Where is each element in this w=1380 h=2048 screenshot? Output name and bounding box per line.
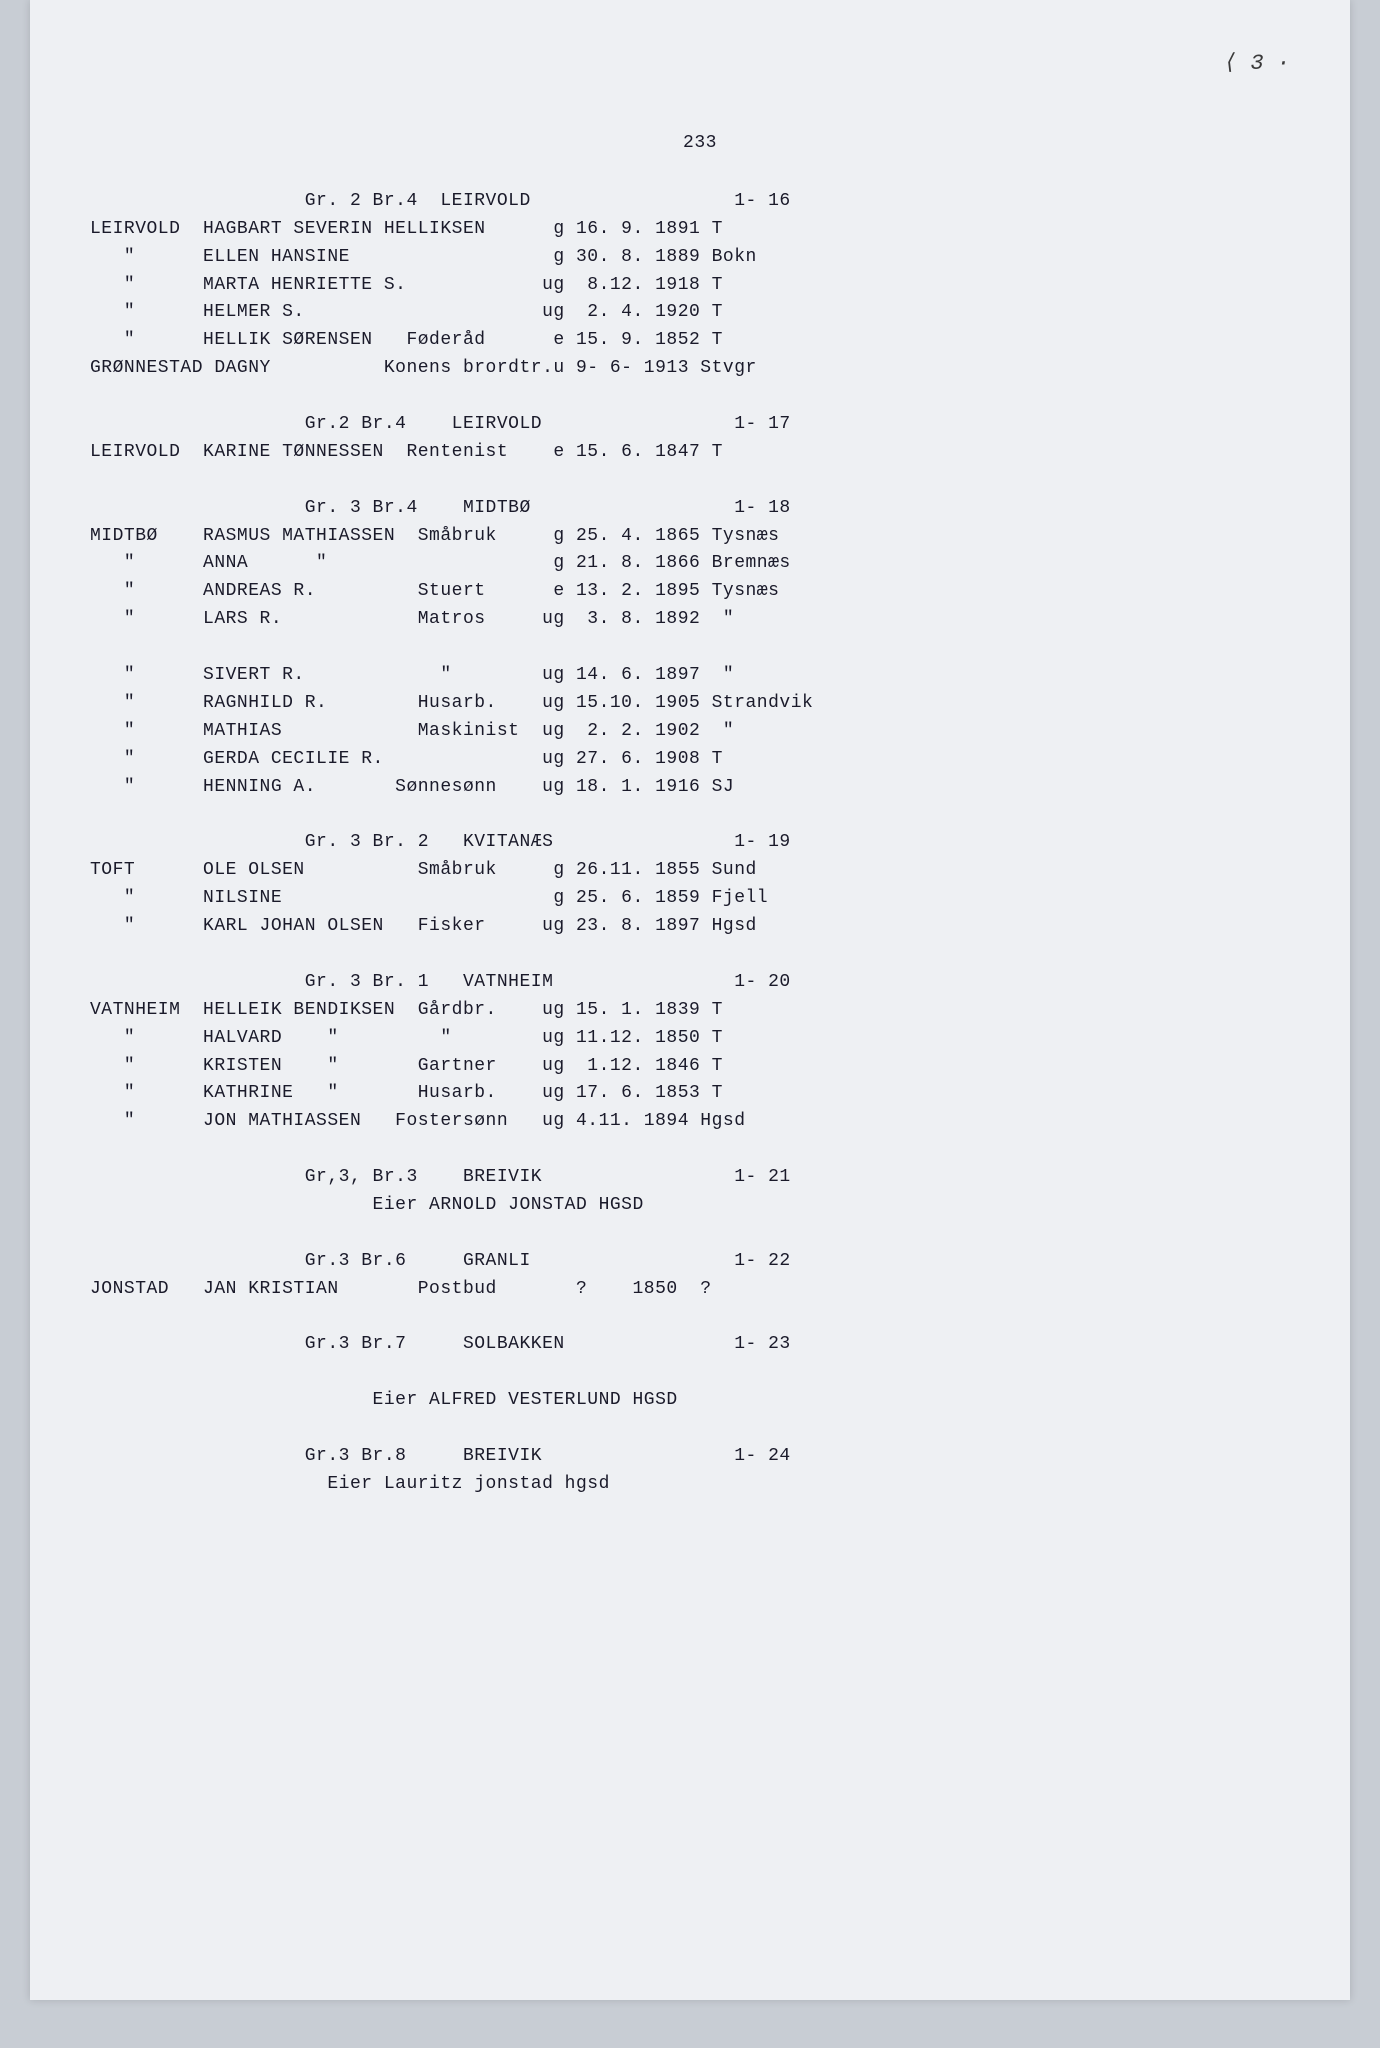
text-line: " HELLIK SØRENSEN Føderåd e 15. 9. 1852 … bbox=[90, 327, 1310, 355]
text-line: Gr.3 Br.8 BREIVIK 1- 24 bbox=[90, 1443, 1310, 1471]
text-line: " SIVERT R. " ug 14. 6. 1897 " bbox=[90, 662, 1310, 690]
text-line: " ANDREAS R. Stuert e 13. 2. 1895 Tysnæs bbox=[90, 578, 1310, 606]
text-line: " ANNA " g 21. 8. 1866 Bremnæs bbox=[90, 550, 1310, 578]
text-line: Eier Lauritz jonstad hgsd bbox=[90, 1471, 1310, 1499]
text-line bbox=[90, 467, 1310, 495]
text-line: Gr. 3 Br. 2 KVITANÆS 1- 19 bbox=[90, 829, 1310, 857]
text-line: Gr. 3 Br. 1 VATNHEIM 1- 20 bbox=[90, 969, 1310, 997]
page-number: 233 bbox=[90, 130, 1310, 158]
handwritten-annotation: ⟨ 3 · bbox=[1224, 50, 1290, 76]
text-line: Eier ARNOLD JONSTAD HGSD bbox=[90, 1192, 1310, 1220]
text-line: Gr.3 Br.6 GRANLI 1- 22 bbox=[90, 1248, 1310, 1276]
text-line: LEIRVOLD HAGBART SEVERIN HELLIKSEN g 16.… bbox=[90, 216, 1310, 244]
text-line: TOFT OLE OLSEN Småbruk g 26.11. 1855 Sun… bbox=[90, 857, 1310, 885]
text-line: " HALVARD " " ug 11.12. 1850 T bbox=[90, 1025, 1310, 1053]
text-line bbox=[90, 1415, 1310, 1443]
document-page: ⟨ 3 · 233 Gr. 2 Br.4 LEIRVOLD 1- 16LEIRV… bbox=[30, 0, 1350, 2000]
text-line: VATNHEIM HELLEIK BENDIKSEN Gårdbr. ug 15… bbox=[90, 997, 1310, 1025]
text-line: " HENNING A. Sønnesønn ug 18. 1. 1916 SJ bbox=[90, 774, 1310, 802]
text-line bbox=[90, 634, 1310, 662]
text-line bbox=[90, 1359, 1310, 1387]
text-line: Gr. 2 Br.4 LEIRVOLD 1- 16 bbox=[90, 188, 1310, 216]
text-line: " LARS R. Matros ug 3. 8. 1892 " bbox=[90, 606, 1310, 634]
text-line bbox=[90, 801, 1310, 829]
text-line: JONSTAD JAN KRISTIAN Postbud ? 1850 ? bbox=[90, 1276, 1310, 1304]
text-line bbox=[90, 1220, 1310, 1248]
text-line: " ELLEN HANSINE g 30. 8. 1889 Bokn bbox=[90, 244, 1310, 272]
text-line: " KARL JOHAN OLSEN Fisker ug 23. 8. 1897… bbox=[90, 913, 1310, 941]
text-line: Gr.3 Br.7 SOLBAKKEN 1- 23 bbox=[90, 1331, 1310, 1359]
text-line: " MATHIAS Maskinist ug 2. 2. 1902 " bbox=[90, 718, 1310, 746]
text-line bbox=[90, 1136, 1310, 1164]
text-line: " KATHRINE " Husarb. ug 17. 6. 1853 T bbox=[90, 1080, 1310, 1108]
text-line bbox=[90, 941, 1310, 969]
text-line: " HELMER S. ug 2. 4. 1920 T bbox=[90, 299, 1310, 327]
text-line bbox=[90, 383, 1310, 411]
text-line: Gr. 3 Br.4 MIDTBØ 1- 18 bbox=[90, 495, 1310, 523]
text-line: " MARTA HENRIETTE S. ug 8.12. 1918 T bbox=[90, 272, 1310, 300]
text-line: MIDTBØ RASMUS MATHIASSEN Småbruk g 25. 4… bbox=[90, 523, 1310, 551]
text-line: " RAGNHILD R. Husarb. ug 15.10. 1905 Str… bbox=[90, 690, 1310, 718]
text-line: GRØNNESTAD DAGNY Konens brordtr.u 9- 6- … bbox=[90, 355, 1310, 383]
text-line: LEIRVOLD KARINE TØNNESSEN Rentenist e 15… bbox=[90, 439, 1310, 467]
text-line bbox=[90, 1304, 1310, 1332]
text-line: " NILSINE g 25. 6. 1859 Fjell bbox=[90, 885, 1310, 913]
text-line: Eier ALFRED VESTERLUND HGSD bbox=[90, 1387, 1310, 1415]
text-line: " JON MATHIASSEN Fostersønn ug 4.11. 189… bbox=[90, 1108, 1310, 1136]
text-line: Gr,3, Br.3 BREIVIK 1- 21 bbox=[90, 1164, 1310, 1192]
text-line: Gr.2 Br.4 LEIRVOLD 1- 17 bbox=[90, 411, 1310, 439]
text-line: " GERDA CECILIE R. ug 27. 6. 1908 T bbox=[90, 746, 1310, 774]
document-body: Gr. 2 Br.4 LEIRVOLD 1- 16LEIRVOLD HAGBAR… bbox=[90, 188, 1310, 1499]
text-line: " KRISTEN " Gartner ug 1.12. 1846 T bbox=[90, 1053, 1310, 1081]
